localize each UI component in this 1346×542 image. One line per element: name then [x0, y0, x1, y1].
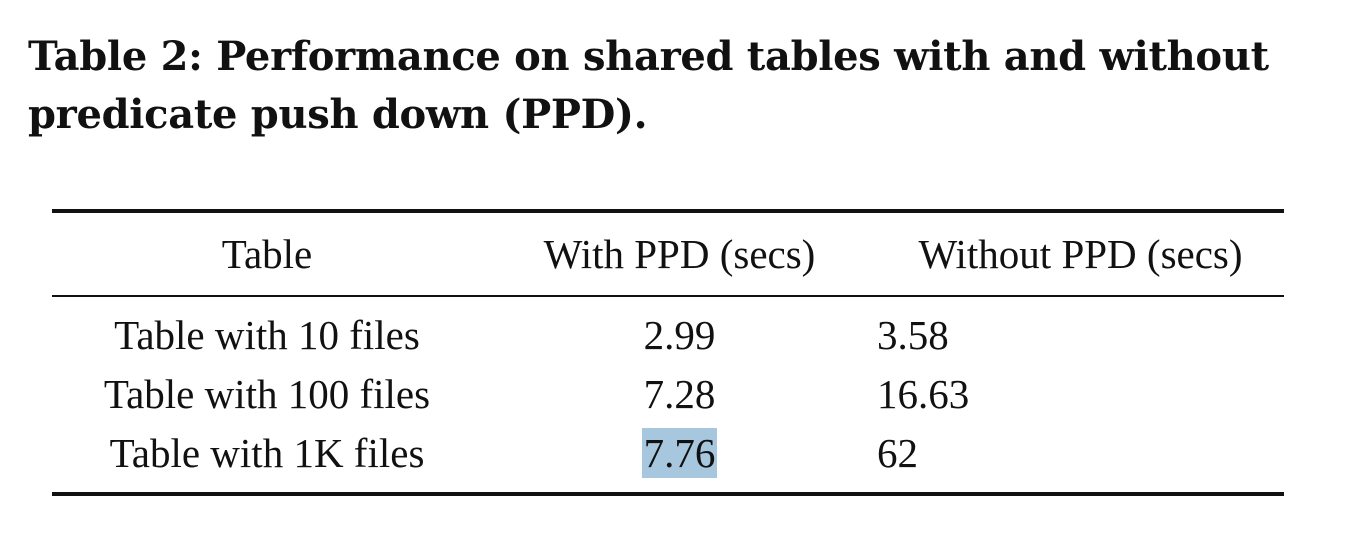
header-with-ppd: With PPD (secs)	[543, 231, 816, 277]
cell-table-name: Table with 1K files	[109, 429, 425, 476]
header-without-ppd: Without PPD (secs)	[918, 231, 1243, 277]
cell-with-ppd: 2.99	[643, 311, 716, 358]
table-row: Table with 10 files 2.99 3.58	[52, 296, 1284, 364]
table-row: Table with 100 files 7.28 16.63	[52, 364, 1284, 423]
cell-with-ppd: 7.28	[643, 370, 716, 417]
cell-with-ppd: 7.76	[482, 423, 877, 494]
text-selection-highlight[interactable]: 7.76	[641, 427, 718, 478]
header-table: Table	[221, 231, 313, 277]
table-caption: Table 2: Performance on shared tables wi…	[28, 28, 1318, 144]
cell-without-ppd: 16.63	[877, 370, 970, 417]
results-table-container: Table With PPD (secs) Without PPD (secs)…	[52, 209, 1284, 496]
results-table: Table With PPD (secs) Without PPD (secs)…	[52, 209, 1284, 496]
table-row: Table with 1K files 7.76 62	[52, 423, 1284, 494]
cell-table-name: Table with 10 files	[114, 311, 420, 358]
cell-without-ppd: 62	[877, 429, 918, 476]
cell-without-ppd: 3.58	[877, 311, 949, 358]
table-header-row: Table With PPD (secs) Without PPD (secs)	[52, 211, 1284, 296]
caption-text: Table 2: Performance on shared tables wi…	[28, 33, 1269, 138]
cell-table-name: Table with 100 files	[103, 370, 431, 417]
